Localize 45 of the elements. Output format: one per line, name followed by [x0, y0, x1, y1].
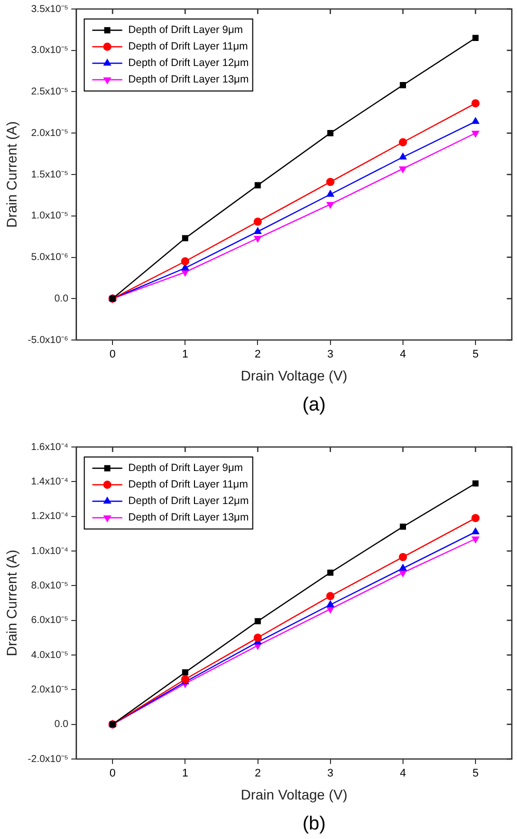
- y-tick-label: 1.0x10⁻⁴: [30, 546, 68, 557]
- x-tick-label: 1: [182, 348, 188, 361]
- y-tick-label: 2.0x10⁻⁵: [31, 128, 68, 139]
- legend-label: Depth of Drift Layer 11μm: [128, 40, 248, 53]
- legend-label: Depth of Drift Layer 13μm: [128, 74, 249, 86]
- x-axis-title: Drain Voltage (V): [240, 786, 348, 802]
- y-tick-label: 2.5x10⁻⁵: [31, 86, 68, 98]
- y-tick-label: 3.5x10⁻⁵: [31, 4, 68, 15]
- legend-label: Depth of Drift Layer 13μm: [128, 512, 249, 524]
- x-tick-label: 3: [327, 768, 334, 780]
- y-tick-label: -5.0x10⁻⁶: [28, 334, 68, 346]
- y-tick-label: 5.0x10⁻⁶: [31, 252, 68, 263]
- y-tick-label: 1.4x10⁻⁴: [30, 476, 68, 488]
- y-tick-label: 8.0x10⁻⁵: [31, 580, 68, 592]
- legend-label: Depth of Drift Layer 12μm: [128, 57, 249, 70]
- legend-label: Depth of Drift Layer 12μm: [128, 495, 249, 508]
- x-tick-label: 0: [110, 348, 116, 361]
- x-tick-label: 5: [472, 768, 479, 780]
- x-axis-title: Drain Voltage (V): [240, 367, 348, 384]
- x-tick-label: 5: [472, 348, 479, 361]
- y-tick-label: 4.0x10⁻⁵: [31, 650, 68, 661]
- text: (b): [302, 814, 326, 835]
- y-tick-label: 1.2x10⁻⁴: [30, 511, 68, 522]
- legend-label: Depth of Drift Layer 11μm: [128, 478, 248, 491]
- y-tick-label: 0.0: [54, 293, 69, 304]
- x-tick-label: 2: [254, 348, 261, 361]
- legend-label: Depth of Drift Layer 9μm: [128, 462, 244, 474]
- x-tick-label: 1: [182, 768, 188, 780]
- y-tick-label: 2.0x10⁻⁵: [31, 684, 68, 696]
- x-tick-label: 3: [327, 348, 334, 361]
- legend-label: Depth of Drift Layer 9μm: [128, 24, 244, 36]
- x-tick-label: 0: [110, 768, 116, 780]
- y-tick-label: 0.0: [54, 719, 69, 730]
- x-tick-label: 2: [254, 768, 261, 780]
- y-axis-title: Drain Current (A): [3, 121, 20, 228]
- x-tick-label: 4: [400, 348, 406, 361]
- y-axis-title: Drain Current (A): [3, 550, 20, 656]
- y-tick-label: 1.0x10⁻⁵: [31, 210, 68, 222]
- y-tick-label: 1.6x10⁻⁴: [30, 442, 68, 453]
- x-tick-label: 4: [400, 768, 406, 780]
- text: (a): [302, 394, 326, 416]
- y-tick-label: 6.0x10⁻⁵: [31, 615, 68, 626]
- y-tick-label: 3.0x10⁻⁵: [31, 45, 68, 56]
- y-tick-label: -2.0x10⁻⁵: [28, 754, 68, 765]
- y-tick-label: 1.5x10⁻⁵: [31, 169, 68, 180]
